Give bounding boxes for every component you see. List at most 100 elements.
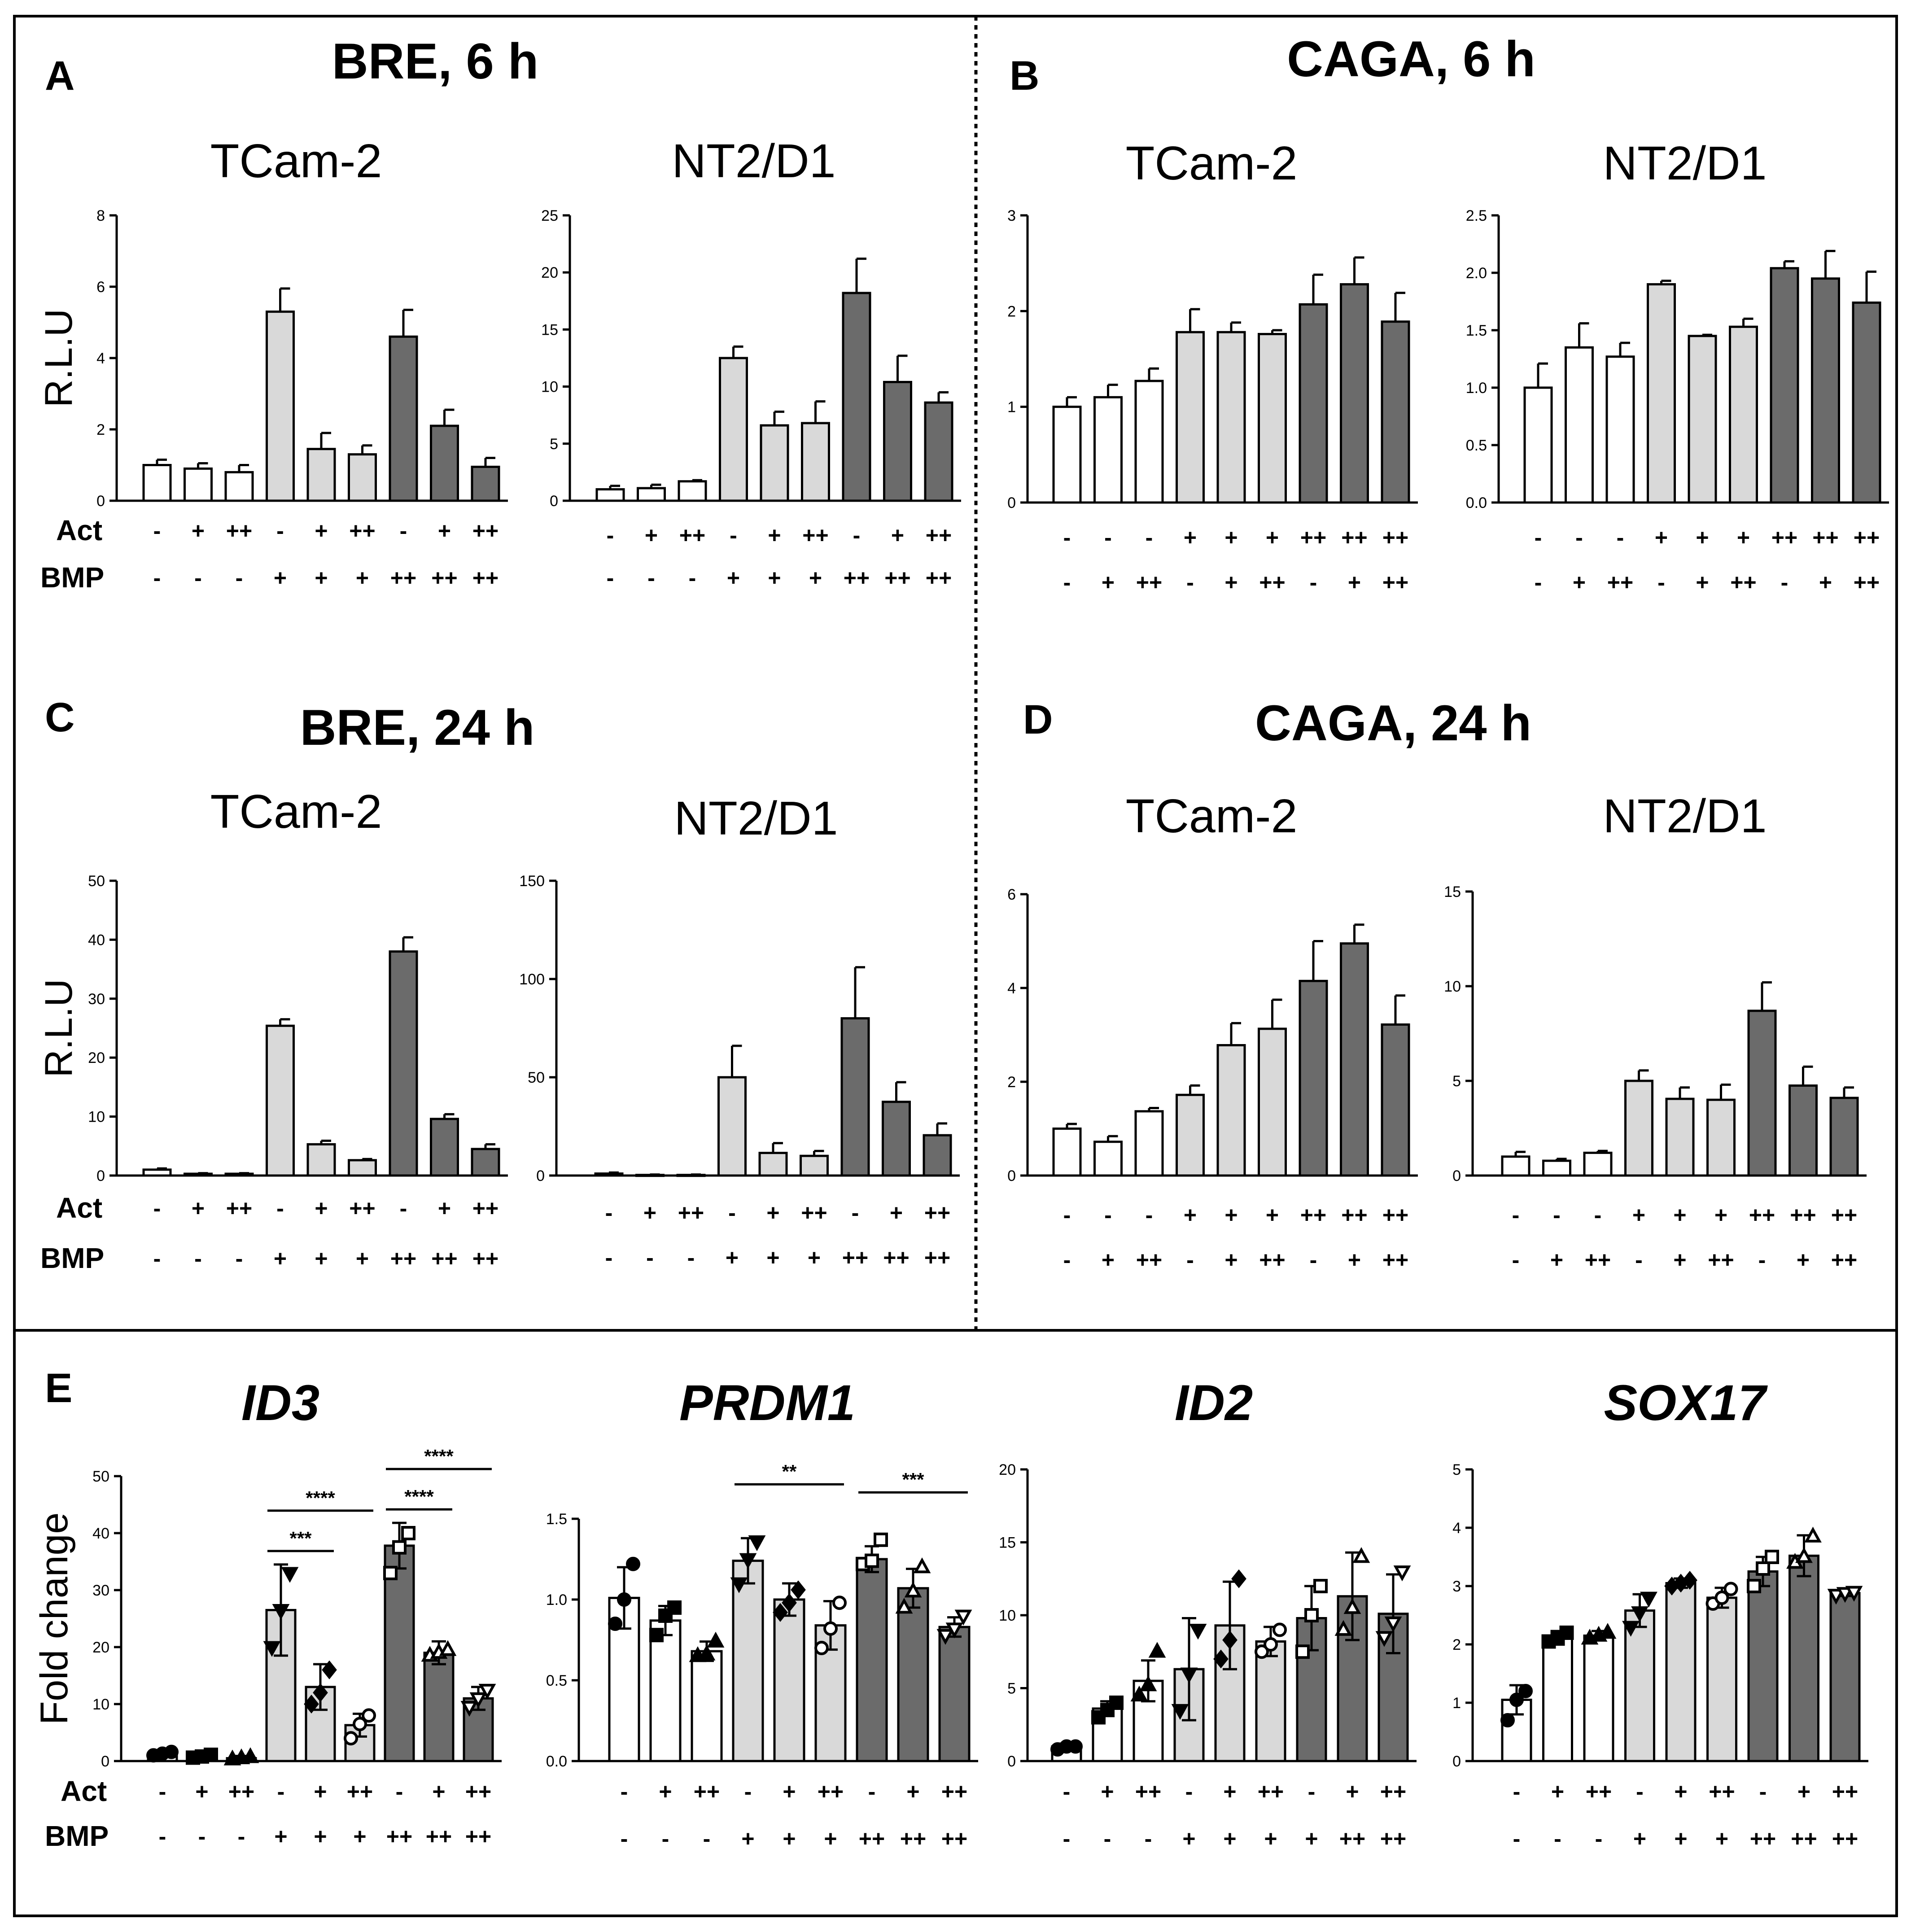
chart-title: TCam-2 — [1126, 137, 1298, 190]
panel-letter-e: E — [45, 1365, 72, 1411]
bar — [1706, 1098, 1736, 1177]
y-tick-label: 0.0 — [546, 1753, 567, 1770]
data-point — [1213, 1649, 1229, 1669]
act-condition-label: - — [728, 1200, 736, 1225]
bar — [142, 464, 172, 502]
y-tick-label: 50 — [88, 873, 105, 890]
bmp-condition-label: - — [1513, 1826, 1521, 1851]
significance-label: *** — [902, 1469, 924, 1490]
data-point — [739, 1553, 757, 1569]
y-tick-label: 0.0 — [1466, 494, 1487, 511]
bmp-condition-label: + — [1224, 570, 1238, 595]
y-tick-label: 0 — [1007, 1753, 1016, 1770]
y-tick-label: 2 — [1007, 303, 1016, 320]
act-condition-label: + — [645, 523, 658, 548]
bar — [883, 380, 912, 502]
y-tick-label: 15 — [1444, 883, 1461, 900]
bmp-condition-label: + — [356, 565, 369, 590]
bar — [923, 1134, 952, 1177]
y-tick-label: 3 — [1007, 207, 1016, 224]
bmp-condition-label: ++ — [1607, 570, 1633, 595]
data-point — [1836, 1587, 1854, 1603]
act-condition-label: ++ — [941, 1779, 967, 1804]
bar — [266, 310, 295, 502]
bmp-condition-label: ++ — [386, 1824, 412, 1849]
bmp-condition-label: - — [194, 1246, 202, 1271]
bmp-condition-label: ++ — [883, 1245, 909, 1270]
act-condition-label: - — [744, 1779, 752, 1804]
act-condition-label: + — [315, 518, 328, 543]
figure-frame — [13, 15, 1898, 1917]
bmp-condition-label: + — [1819, 570, 1832, 595]
bmp-condition-label: ++ — [431, 565, 457, 590]
bmp-condition-label: - — [1063, 1247, 1071, 1272]
bar — [423, 1652, 455, 1762]
bmp-condition-label: + — [824, 1826, 837, 1851]
bmp-condition-label: ++ — [472, 1246, 499, 1271]
act-condition-label: + — [1266, 525, 1279, 550]
act-condition-label: ++ — [1300, 1202, 1326, 1228]
act-condition-label: ++ — [1341, 525, 1367, 550]
significance-label: **** — [306, 1487, 335, 1508]
bmp-condition-label: - — [607, 565, 614, 590]
bar — [224, 471, 254, 502]
y-tick-label: 20 — [999, 1461, 1016, 1478]
bmp-condition-label: + — [1264, 1826, 1277, 1851]
y-tick-label: 1.0 — [546, 1591, 567, 1609]
panel-letter-c: C — [45, 695, 74, 740]
data-point — [204, 1748, 218, 1762]
act-row-label: Act — [56, 1192, 102, 1224]
bar — [1770, 267, 1799, 504]
significance-label: **** — [404, 1486, 434, 1507]
act-condition-label: - — [607, 523, 614, 548]
bar — [1811, 277, 1840, 504]
data-point — [1756, 1561, 1770, 1576]
data-point — [874, 1532, 888, 1547]
y-axis-label: Fold change — [33, 1512, 76, 1725]
bmp-condition-label: ++ — [390, 1246, 416, 1271]
bmp-condition-label: + — [1673, 1247, 1686, 1272]
bar — [1542, 1159, 1571, 1177]
bmp-condition-label: ++ — [924, 1245, 950, 1270]
bar — [1583, 1151, 1613, 1177]
y-tick-label: 25 — [541, 207, 558, 224]
bmp-condition-label: - — [153, 1246, 161, 1271]
bmp-condition-label: + — [1224, 1247, 1238, 1272]
bar — [1729, 325, 1758, 504]
bmp-condition-label: ++ — [842, 1245, 868, 1270]
act-condition-label: ++ — [1341, 1202, 1367, 1228]
act-condition-label: ++ — [1382, 525, 1408, 550]
act-condition-label: - — [276, 518, 284, 543]
act-condition-label: + — [438, 1196, 451, 1221]
bar — [1176, 1093, 1205, 1177]
act-condition-label: - — [396, 1779, 403, 1804]
y-tick-label: 6 — [1007, 886, 1016, 903]
act-condition-label: - — [1513, 1779, 1521, 1804]
data-point — [1313, 1579, 1328, 1593]
act-condition-label: - — [853, 523, 861, 548]
act-condition-label: + — [1224, 1202, 1238, 1228]
data-point — [313, 1683, 328, 1702]
y-axis-label: R.L.U — [37, 309, 80, 407]
bar — [430, 1118, 459, 1177]
act-condition-label: - — [400, 1196, 407, 1221]
bar — [1052, 1128, 1082, 1177]
bmp-condition-label: + — [1550, 1247, 1563, 1272]
bar — [1605, 355, 1635, 504]
act-condition-label: ++ — [1135, 1779, 1161, 1804]
data-point — [1640, 1591, 1657, 1608]
act-condition-label: ++ — [1749, 1202, 1775, 1228]
act-condition-label: ++ — [228, 1779, 254, 1804]
act-condition-label: ++ — [226, 1196, 252, 1221]
charts-layer: TCam-2R.L.U02468--+-++--++++++-+++++++++… — [33, 135, 1889, 1852]
act-condition-label: + — [1674, 1779, 1687, 1804]
bar — [1829, 1097, 1859, 1177]
act-condition-label: - — [277, 1779, 285, 1804]
bar — [1134, 380, 1164, 504]
data-point — [1189, 1624, 1207, 1640]
act-condition-label: - — [1104, 525, 1112, 550]
significance-label: ** — [782, 1461, 797, 1482]
